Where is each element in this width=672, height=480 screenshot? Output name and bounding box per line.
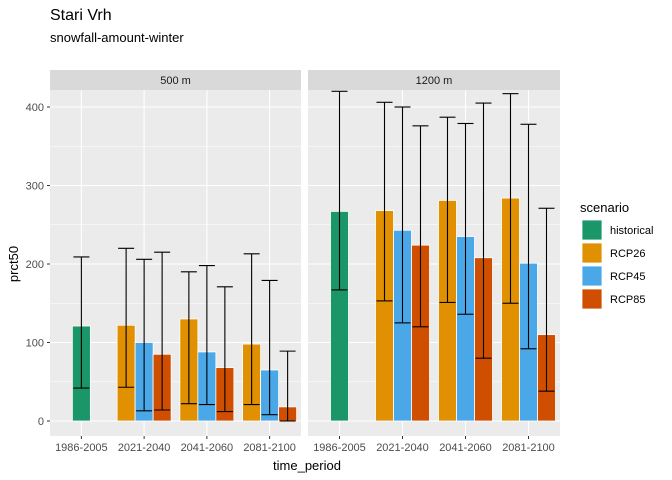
x-axis-title: time_period [273, 458, 341, 473]
chart-subtitle: snowfall-amount-winter [50, 30, 184, 45]
y-tick-label: 0 [38, 416, 44, 428]
legend-key-RCP26 [581, 242, 603, 264]
x-tick-label: 2081-2100 [243, 442, 296, 454]
y-axis: 0 100 200 300 400 [26, 102, 50, 428]
facet-strip [308, 70, 560, 90]
x-tick-label: 2041-2060 [181, 442, 234, 454]
chart-title: Stari Vrh [50, 7, 112, 24]
y-tick-label: 200 [26, 259, 44, 271]
facet-panel: 1200 m 1986-2005 2021-2040 2041-2060 2081-21… [308, 70, 560, 454]
legend-label-RCP45: RCP45 [610, 271, 645, 283]
facet-panel: 500 m 1986-2005 2021-2040 2041-2060 2081-210… [50, 70, 301, 454]
x-tick-label: 1986-2005 [313, 442, 366, 454]
legend-title: scenario [580, 200, 629, 215]
x-tick-label: 2021-2040 [118, 442, 171, 454]
x-tick-label: 1986-2005 [55, 442, 108, 454]
legend: scenario historical RCP26 RCP45 RCP85 [580, 200, 653, 310]
legend-key-RCP45 [581, 265, 603, 287]
y-tick-label: 300 [26, 181, 44, 193]
x-tick-label: 2021-2040 [376, 442, 429, 454]
legend-label-RCP85: RCP85 [610, 294, 645, 306]
facet-strip [50, 70, 301, 90]
y-tick-label: 100 [26, 338, 44, 350]
legend-key-historical [581, 219, 603, 241]
legend-label-historical: historical [610, 225, 653, 237]
x-tick-label: 2041-2060 [439, 442, 492, 454]
y-tick-label: 400 [26, 102, 44, 114]
x-tick-label: 2081-2100 [502, 442, 555, 454]
facet-strip-label: 1200 m [416, 75, 453, 87]
y-axis-title: prct50 [6, 246, 21, 282]
facet-strip-label: 500 m [160, 75, 191, 87]
legend-label-RCP26: RCP26 [610, 248, 645, 260]
legend-key-RCP85 [581, 288, 603, 310]
facet-panels: 500 m 1986-2005 2021-2040 2041-2060 2081-210… [50, 70, 560, 454]
